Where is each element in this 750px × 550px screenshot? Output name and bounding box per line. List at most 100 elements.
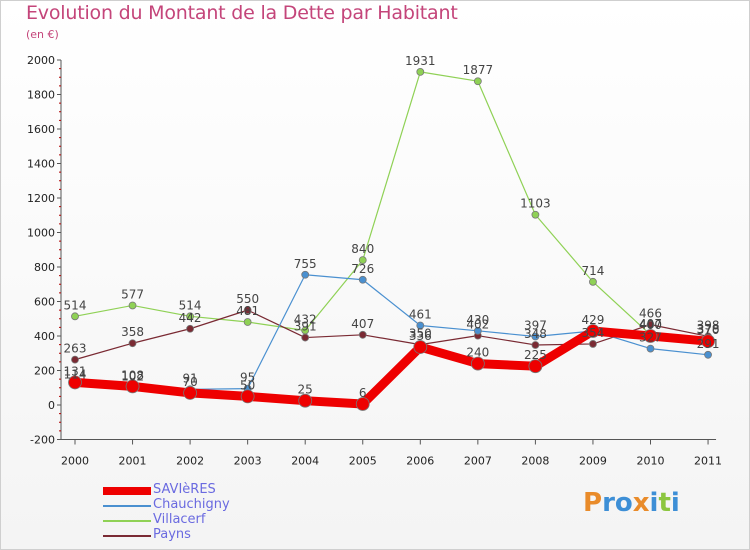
data-point-savires xyxy=(470,356,485,371)
data-label: 114 xyxy=(64,367,87,381)
data-point-villacerf xyxy=(128,301,137,310)
y-tick-label: 1000 xyxy=(27,227,55,240)
data-label: 6 xyxy=(359,386,367,400)
data-point-chauchigny xyxy=(531,332,540,341)
y-tick-label: 1200 xyxy=(27,192,55,205)
data-point-chauchigny xyxy=(358,275,367,284)
data-label: 1877 xyxy=(463,63,494,77)
legend-label-villacerf: Villacerf xyxy=(153,512,206,527)
data-point-payns xyxy=(71,355,79,364)
data-label: 370 xyxy=(697,323,720,337)
legend-swatch-villacerf xyxy=(103,520,151,522)
logo-letter: t xyxy=(658,488,671,518)
data-point-payns xyxy=(358,330,367,339)
data-label: 429 xyxy=(581,313,604,327)
data-label: 327 xyxy=(639,331,662,345)
data-label: 714 xyxy=(581,264,604,278)
y-tick-label: 1400 xyxy=(27,158,55,171)
data-point-villacerf xyxy=(358,256,367,265)
data-label: 95 xyxy=(240,371,255,385)
data-label: 350 xyxy=(409,327,432,341)
series-line-villacerf xyxy=(74,71,709,341)
data-label: 102 xyxy=(121,369,144,383)
data-point-chauchigny xyxy=(704,350,712,359)
x-tick-label: 2001 xyxy=(119,455,147,468)
x-tick-label: 2008 xyxy=(521,455,549,468)
data-point-villacerf xyxy=(186,312,195,321)
x-tick-label: 2010 xyxy=(637,455,665,468)
series-line-payns xyxy=(74,309,709,361)
data-point-savires xyxy=(125,379,140,394)
x-tick-label: 2009 xyxy=(579,455,607,468)
data-point-chauchigny xyxy=(646,344,655,353)
y-tick-label: 200 xyxy=(34,365,55,378)
data-point-savires xyxy=(413,340,428,354)
data-label: 354 xyxy=(581,326,604,340)
data-label: 407 xyxy=(351,317,374,331)
y-tick-label: 800 xyxy=(34,261,55,274)
data-point-villacerf xyxy=(589,277,597,286)
logo-letter: P xyxy=(583,488,603,518)
data-label: 1931 xyxy=(405,54,436,68)
x-tick-label: 2004 xyxy=(291,455,319,468)
legend-swatch-chauchigny xyxy=(103,505,151,507)
y-tick-label: 400 xyxy=(34,330,55,343)
data-point-chauchigny xyxy=(301,270,310,279)
legend-label-payns: Payns xyxy=(153,527,191,542)
data-point-savires xyxy=(183,386,198,400)
data-point-villacerf xyxy=(531,210,540,219)
data-point-savires xyxy=(68,375,82,390)
data-point-savires xyxy=(528,359,543,374)
data-point-payns xyxy=(186,324,195,333)
y-tick-label: 0 xyxy=(48,399,55,412)
series-line-savires xyxy=(70,326,713,409)
y-tick-label: -200 xyxy=(30,434,55,447)
data-point-savires xyxy=(643,329,658,343)
proxiti-logo[interactable]: Proxiti xyxy=(583,488,680,518)
data-point-savires xyxy=(298,393,313,408)
data-label: 577 xyxy=(121,287,144,301)
y-tick-label: 2000 xyxy=(27,54,55,67)
legend-label-chauchigny: Chauchigny xyxy=(153,497,230,512)
data-label: 466 xyxy=(639,307,662,321)
legend-swatch-savieres xyxy=(103,487,151,495)
data-label: 336 xyxy=(409,329,432,343)
data-label: 25 xyxy=(298,383,313,397)
chart-title: Evolution du Montant de la Dette par Hab… xyxy=(26,2,458,24)
chart-subtitle: (en €) xyxy=(26,28,59,41)
data-label: 358 xyxy=(121,325,144,339)
data-label: 407 xyxy=(639,317,662,331)
logo-letter: i xyxy=(670,488,680,518)
data-label: 432 xyxy=(294,312,317,326)
data-point-payns xyxy=(128,339,137,348)
data-point-savires xyxy=(701,334,715,349)
x-tick-label: 2000 xyxy=(61,455,89,468)
data-label: 391 xyxy=(294,320,317,334)
data-label: 70 xyxy=(182,375,197,389)
y-tick-label: 1800 xyxy=(27,89,55,102)
x-tick-label: 2003 xyxy=(234,455,262,468)
data-label: 481 xyxy=(236,304,259,318)
data-label: 397 xyxy=(524,319,547,333)
data-point-villacerf xyxy=(71,312,79,321)
y-tick-label: 1600 xyxy=(27,123,55,136)
x-tick-label: 2007 xyxy=(464,455,492,468)
data-label: 378 xyxy=(697,322,720,336)
data-label: 131 xyxy=(64,364,87,378)
data-label: 442 xyxy=(179,311,202,325)
data-point-villacerf xyxy=(243,318,252,326)
data-label: 91 xyxy=(182,371,197,385)
data-label: 1103 xyxy=(520,197,551,211)
data-point-payns xyxy=(531,341,540,349)
data-point-payns xyxy=(243,306,252,315)
data-label: 514 xyxy=(64,298,87,312)
data-label: 402 xyxy=(466,318,489,332)
data-label: 400 xyxy=(639,318,662,332)
data-label: 108 xyxy=(121,368,144,382)
data-label: 430 xyxy=(466,313,489,327)
data-label: 348 xyxy=(524,327,547,341)
logo-letter: x xyxy=(632,488,650,518)
data-point-savires xyxy=(586,324,600,338)
